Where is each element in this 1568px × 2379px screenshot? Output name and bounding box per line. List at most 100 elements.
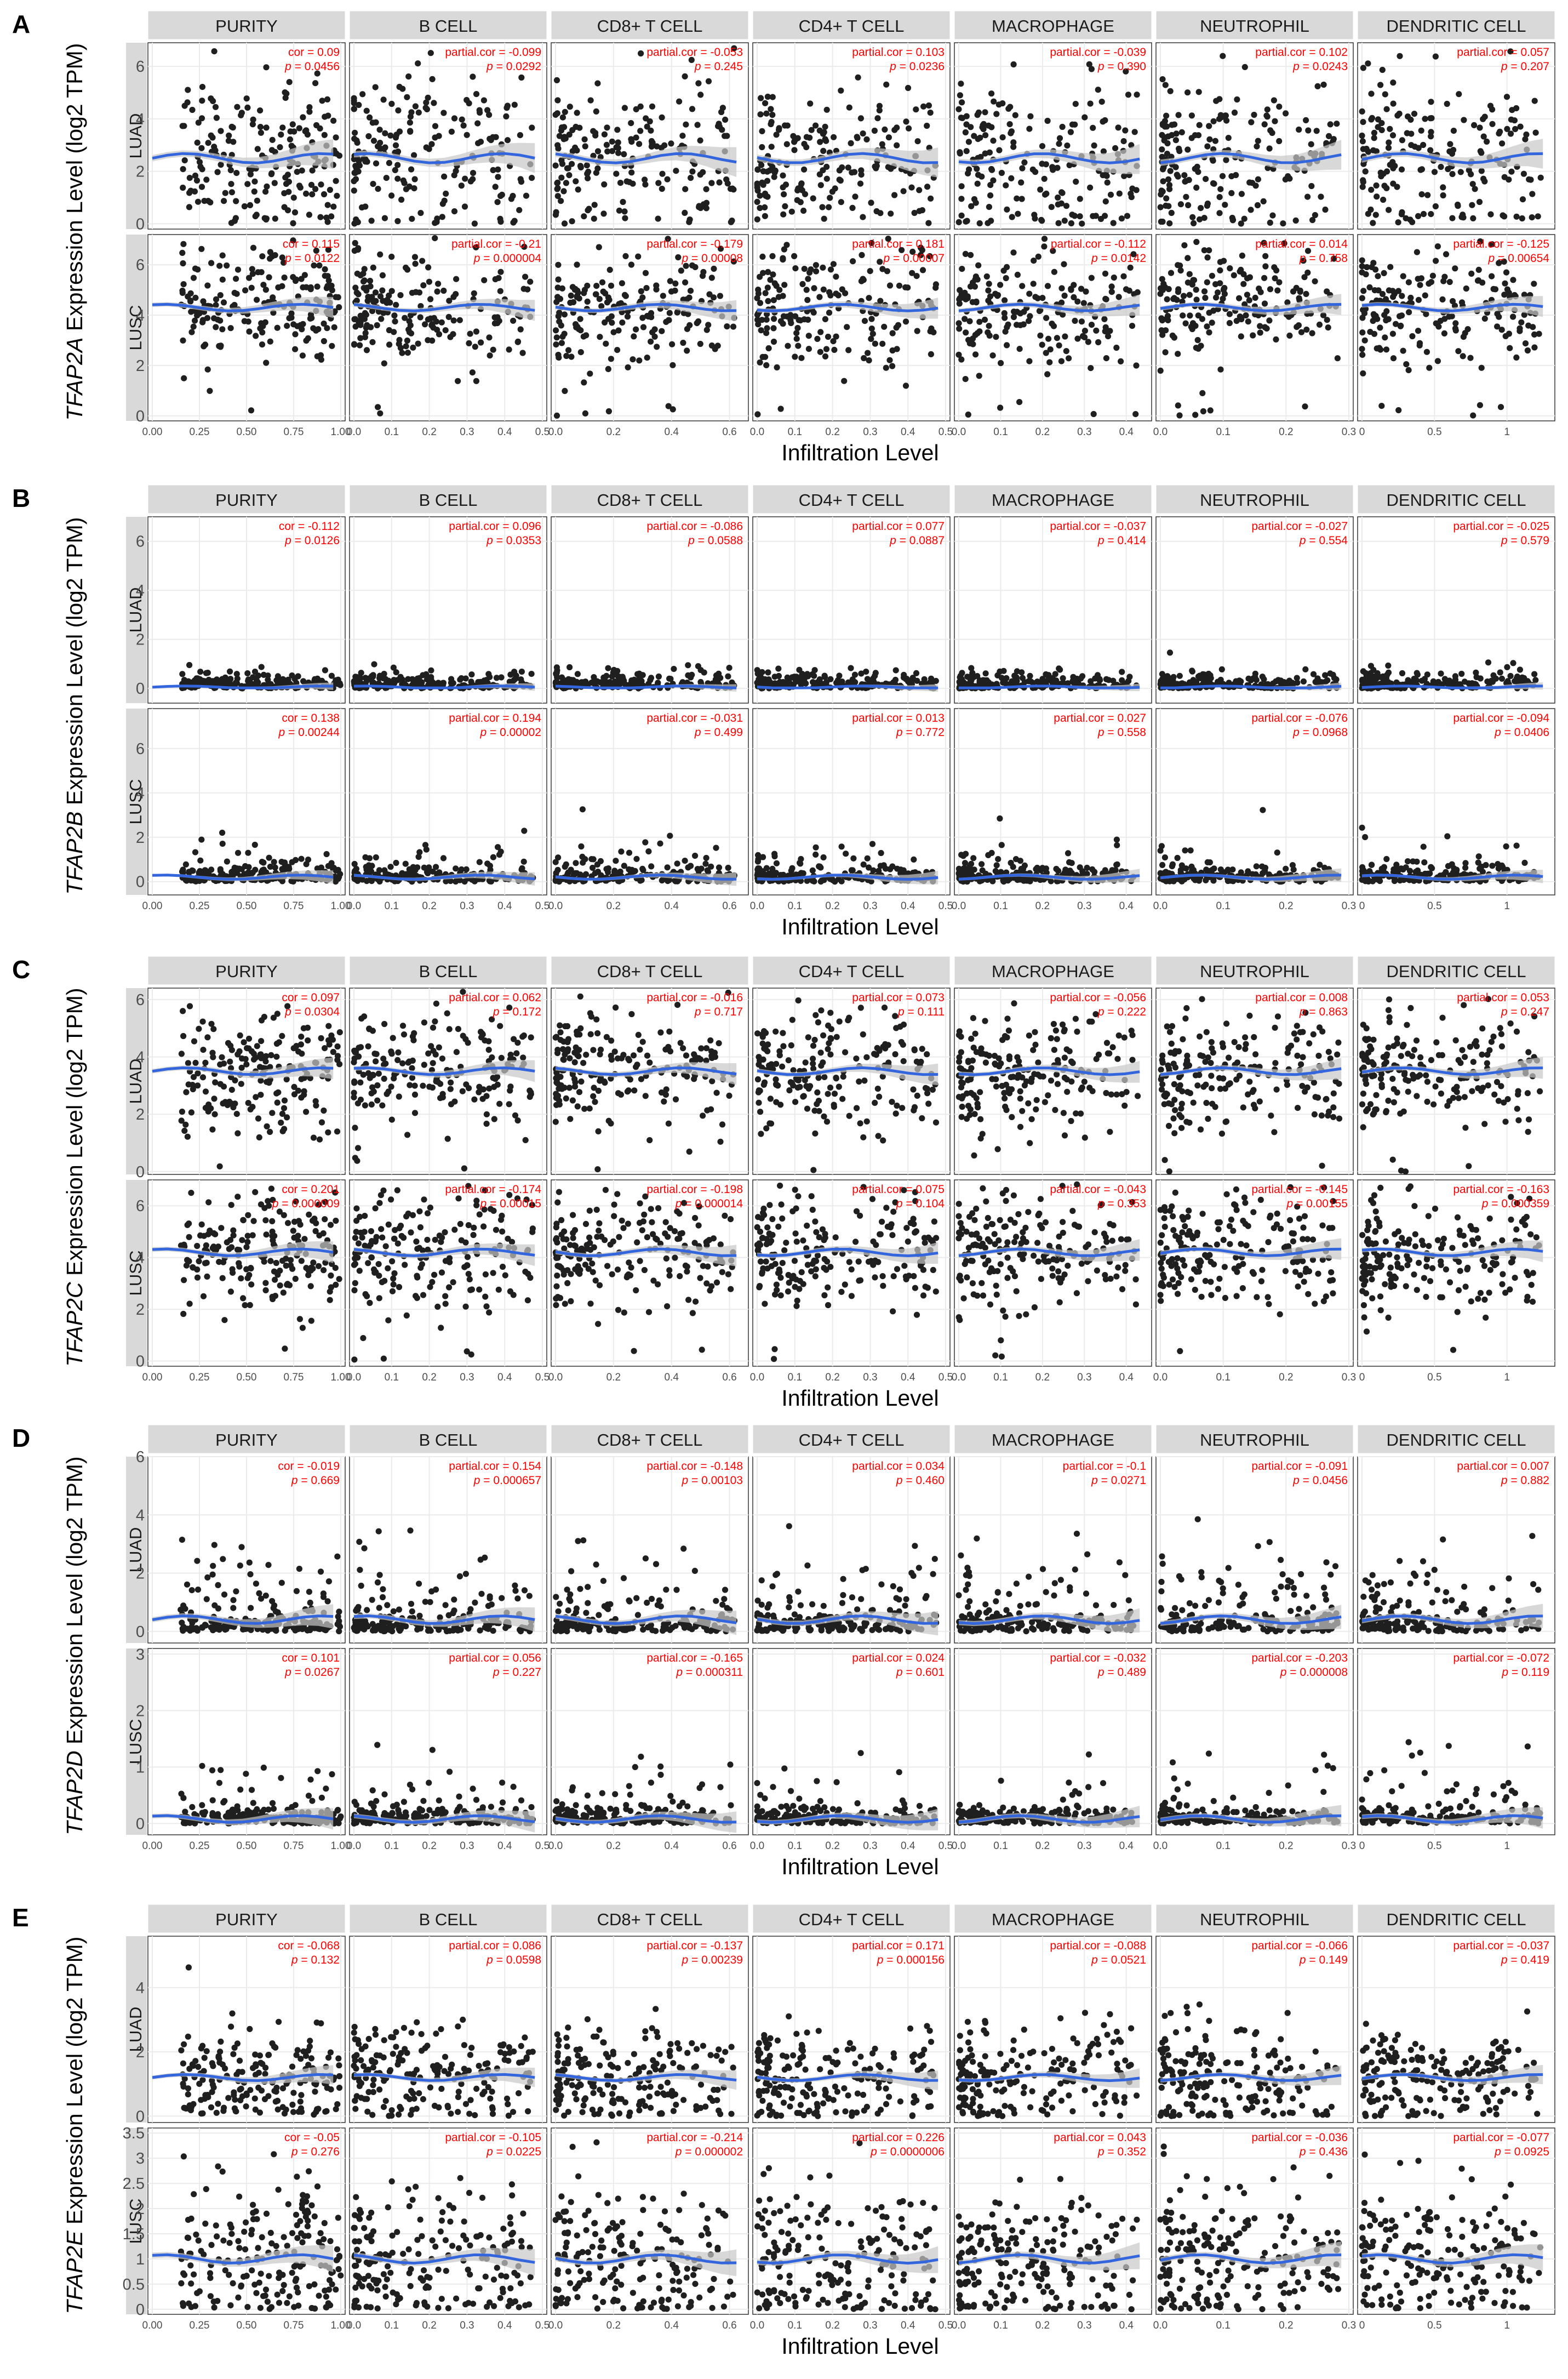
scatter-point (764, 93, 771, 100)
scatter-point (1070, 674, 1077, 680)
scatter-point (1228, 173, 1235, 180)
scatter-point (391, 312, 398, 319)
p-equals: = (1306, 534, 1319, 547)
y-axis-gene: TFAP2A (62, 338, 87, 421)
scatter-point (1519, 196, 1526, 203)
scatter-point (830, 338, 837, 345)
scatter-point (289, 859, 295, 865)
scatter-point (799, 187, 805, 193)
scatter-point (1026, 318, 1032, 324)
scatter-point (181, 677, 187, 683)
scatter-point (1517, 666, 1523, 673)
scatter-point (1255, 138, 1261, 144)
scatter-point (708, 342, 715, 349)
p-value-label: p = 0.0353 (486, 534, 541, 547)
scatter-point (1399, 209, 1405, 215)
scatter-point (388, 192, 395, 199)
scatter-point (179, 868, 186, 875)
scatter-point (1415, 213, 1422, 219)
scatter-point (1423, 349, 1430, 355)
scatter-point (1303, 326, 1310, 333)
scatter-point (976, 373, 982, 379)
scatter-point (402, 315, 408, 321)
scatter-point (963, 329, 969, 336)
scatter-point (529, 124, 535, 131)
scatter-point (324, 96, 331, 102)
scatter-point (914, 677, 920, 684)
scatter-point (1095, 339, 1102, 346)
y-axis-suffix: Expression Level (log2 TPM) (62, 43, 87, 338)
scatter-point (1211, 180, 1217, 187)
scatter-point (981, 316, 988, 323)
scatter-point (422, 321, 428, 328)
scatter-point (265, 672, 271, 679)
scatter-point (299, 352, 306, 359)
scatter-point (793, 330, 800, 336)
scatter-point (353, 216, 359, 223)
scatter-point (971, 283, 978, 290)
scatter-point (1389, 288, 1396, 294)
x-axis-label: Infiltration Level (781, 440, 938, 465)
correlation-value: -0.179 (710, 238, 743, 250)
scatter-point (233, 170, 240, 176)
scatter-point (356, 101, 362, 109)
scatter-point (221, 198, 227, 204)
correlation-value: 0.09 (317, 46, 340, 59)
scatter-point (1041, 175, 1048, 182)
scatter-point (776, 287, 783, 293)
scatter-point (1507, 345, 1513, 351)
scatter-point (312, 186, 319, 192)
scatter-point (472, 344, 478, 350)
scatter-point (1363, 145, 1370, 152)
scatter-point (1295, 322, 1302, 329)
scatter-point (495, 166, 501, 173)
scatter-point (759, 144, 765, 151)
correlation-equals: = (1508, 46, 1521, 59)
scatter-point (775, 665, 782, 672)
column-strip (1357, 10, 1555, 40)
scatter-point (490, 854, 497, 860)
correlation-label: partial.cor = 0.102 (1255, 46, 1348, 59)
scatter-point (251, 188, 257, 195)
scatter-point (231, 289, 238, 296)
scatter-point (1197, 216, 1203, 223)
scatter-point (354, 270, 360, 277)
x-tick-label: 0.2 (1035, 426, 1050, 438)
scatter-point (313, 327, 319, 334)
scatter-point (1220, 295, 1226, 302)
scatter-point (820, 167, 826, 174)
scatter-point (1360, 65, 1366, 71)
scatter-point (1360, 119, 1366, 125)
p-value-label: p = 0.0243 (1292, 60, 1348, 73)
p-value-label: p = 0.00654 (1487, 252, 1549, 265)
scatter-point (769, 253, 776, 259)
p-symbol: p (1091, 252, 1098, 265)
scatter-point (359, 91, 366, 98)
scatter-point (1195, 345, 1201, 352)
scatter-point (1236, 295, 1243, 301)
scatter-point (441, 173, 448, 180)
scatter-point (697, 92, 704, 98)
scatter-point (620, 198, 626, 206)
scatter-point (1102, 270, 1109, 277)
scatter-point (447, 334, 454, 340)
correlation-equals: = (903, 520, 916, 533)
trend-line (353, 303, 535, 312)
correlation-value: 0.014 (1319, 238, 1348, 250)
scatter-point (879, 340, 886, 347)
scatter-point (1134, 92, 1140, 98)
scatter-point (351, 316, 358, 323)
p-value-label: p = 0.554 (1299, 534, 1348, 547)
scatter-point (754, 411, 761, 418)
scatter-point (626, 179, 633, 185)
scatter-point (791, 147, 798, 153)
scatter-point (1510, 660, 1517, 666)
scatter-point (580, 679, 586, 686)
scatter-point (768, 106, 774, 112)
scatter-point (1535, 213, 1541, 220)
p-symbol: p (694, 60, 701, 73)
scatter-point (1086, 61, 1092, 67)
scatter-point (1092, 213, 1099, 219)
scatter-point (582, 143, 588, 150)
scatter-point (1056, 342, 1062, 349)
